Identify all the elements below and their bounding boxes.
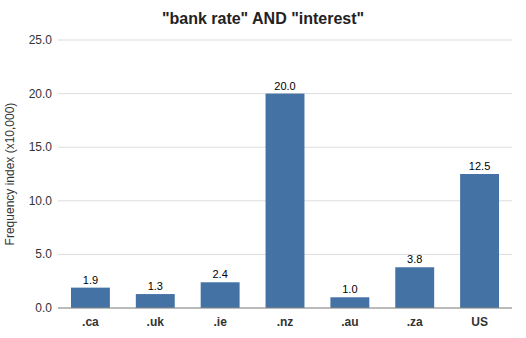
y-axis: 0.0 5.0 10.0 15.0 20.0 25.0 [29, 33, 53, 315]
data-label: 1.3 [148, 280, 163, 292]
x-axis: .ca .uk .ie .nz .au .za US [82, 315, 488, 329]
bar [136, 294, 175, 308]
x-axis-line [58, 308, 512, 309]
grid-line [58, 40, 512, 41]
y-axis-label: Frequency index (x10,000) [3, 103, 17, 246]
y-tick-label: 10.0 [29, 194, 53, 208]
data-label: 20.0 [274, 80, 295, 92]
y-tick-label: 0.0 [35, 301, 52, 315]
y-tick-label: 15.0 [29, 140, 53, 154]
bar [330, 297, 369, 308]
x-tick-label: .uk [147, 315, 165, 329]
y-tick-label: 25.0 [29, 33, 53, 47]
data-label: 1.9 [83, 274, 98, 286]
data-labels: 1.9 1.3 2.4 20.0 1.0 3.8 12.5 [83, 80, 491, 296]
title: "bank rate" AND "interest" [162, 10, 364, 27]
grid [58, 40, 512, 308]
data-label: 12.5 [469, 160, 490, 172]
y-tick-label: 5.0 [35, 247, 52, 261]
x-tick-label: .ca [82, 315, 99, 329]
bar [266, 94, 305, 308]
data-label: 1.0 [342, 283, 357, 295]
x-tick-label: .ie [213, 315, 227, 329]
bar [71, 288, 110, 308]
bars [71, 94, 499, 308]
grid-line [58, 308, 512, 309]
bar [460, 174, 499, 308]
data-label: 3.8 [407, 253, 422, 265]
bar [395, 267, 434, 308]
x-tick-label: US [471, 315, 488, 329]
x-tick-label: .nz [277, 315, 294, 329]
chart-container: "bank rate" AND "interest" 0.0 5.0 10.0 15.0… [0, 0, 526, 338]
chart-svg: "bank rate" AND "interest" 0.0 5.0 10.0 15.0… [0, 0, 526, 338]
x-tick-label: .za [407, 315, 423, 329]
bar [201, 282, 240, 308]
y-tick-label: 20.0 [29, 87, 53, 101]
x-tick-label: .au [341, 315, 358, 329]
data-label: 2.4 [212, 268, 227, 280]
